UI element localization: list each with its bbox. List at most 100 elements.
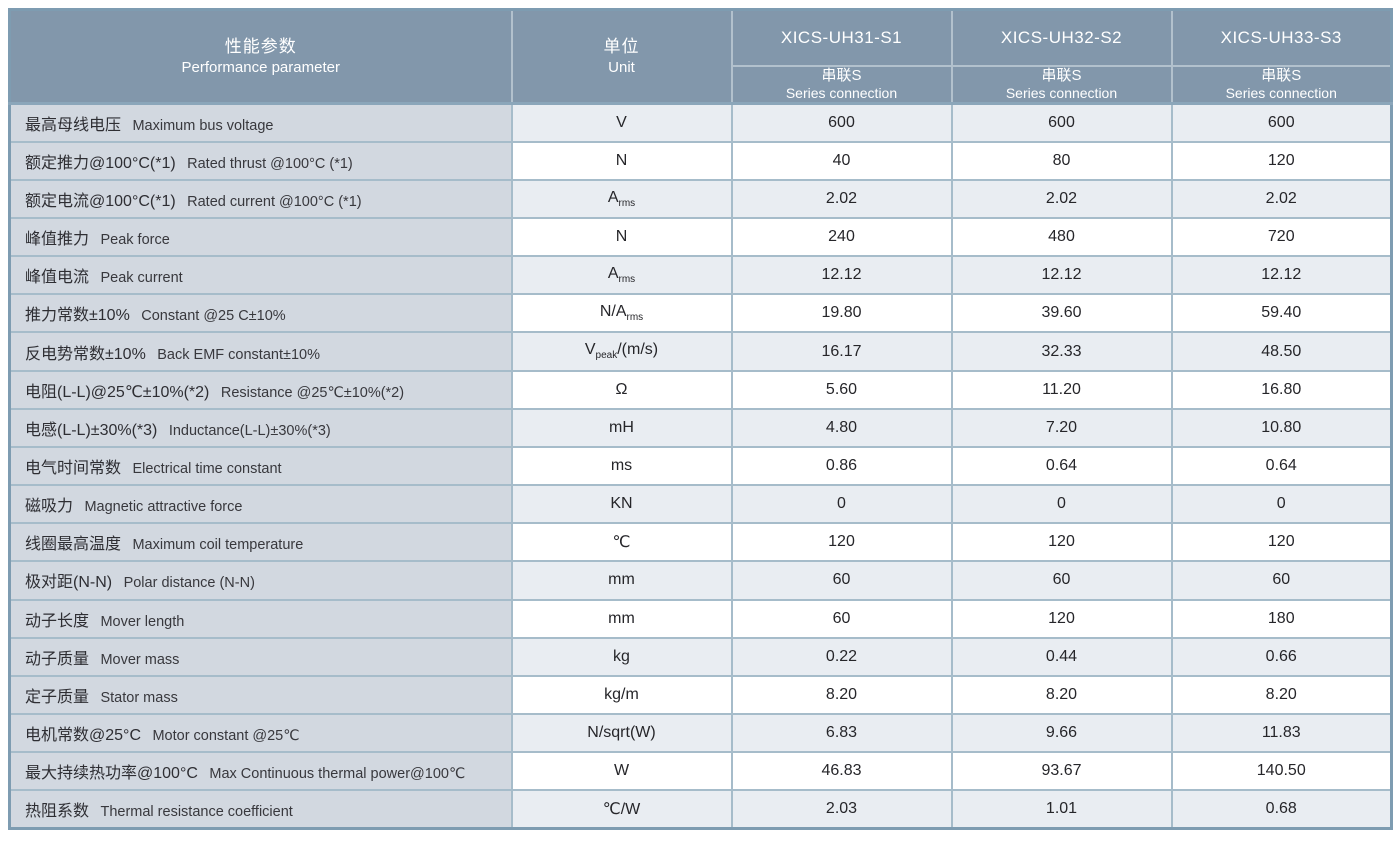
param-cell: 最大持续热功率@100°C Max Continuous thermal pow… <box>8 751 513 792</box>
series-en-3: Series connection <box>1225 85 1337 102</box>
unit-cell: V <box>510 101 733 143</box>
series-en-2: Series connection <box>1005 85 1118 102</box>
param-en-label: Constant @25 C±10% <box>141 308 286 325</box>
table-row: 定子质量 Stator mass kg/m 8.20 8.20 8.20 <box>8 674 1393 716</box>
value-cell: 10.80 <box>1170 407 1393 448</box>
param-en-label: Resistance @25℃±10%(*2) <box>220 384 405 401</box>
header-model-2: XICS-UH32-S2 <box>950 8 1173 67</box>
param-en-label: Rated thrust @100°C (*1) <box>187 155 353 172</box>
value-cell: 0.22 <box>730 636 953 677</box>
value-cell: 9.66 <box>950 712 1173 754</box>
value-cell: 0.44 <box>950 636 1173 677</box>
param-en-label: Inductance(L-L)±30%(*3) <box>168 422 331 439</box>
param-cell: 定子质量 Stator mass <box>8 674 513 716</box>
table-row: 磁吸力 Magnetic attractive force KN 0 0 0 <box>8 484 1393 525</box>
value-cell: 2.02 <box>950 178 1173 219</box>
table-row: 额定推力@100°C(*1) Rated thrust @100°C (*1) … <box>8 140 1393 181</box>
spec-table: 性能参数 Performance parameter 单位 Unit XICS-… <box>8 8 1393 830</box>
value-cell: 600 <box>1170 101 1393 143</box>
param-cell: 额定推力@100°C(*1) Rated thrust @100°C (*1) <box>8 140 513 181</box>
value-cell: 0 <box>950 484 1173 525</box>
table-row: 峰值推力 Peak force N 240 480 720 <box>8 216 1393 258</box>
header-series-3: 串联S Series connection <box>1170 64 1393 105</box>
param-zh-label: 定子质量 <box>25 688 90 706</box>
value-cell: 60 <box>1170 560 1393 601</box>
table-row: 最高母线电压 Maximum bus voltage V 600 600 600 <box>8 101 1393 143</box>
table-row: 热阻系数 Thermal resistance coefficient ℃/W … <box>8 789 1393 830</box>
value-cell: 4.80 <box>730 407 953 448</box>
param-zh-label: 最大持续热功率@100°C <box>25 765 198 783</box>
param-zh-label: 电气时间常数 <box>25 459 122 477</box>
param-en-label: Peak force <box>100 232 170 249</box>
series-zh-1: 串联S <box>821 67 862 85</box>
table-row: 额定电流@100°C(*1) Rated current @100°C (*1)… <box>8 178 1393 219</box>
value-cell: 2.02 <box>1170 178 1393 219</box>
value-cell: 11.20 <box>950 369 1173 410</box>
value-cell: 16.80 <box>1170 369 1393 410</box>
param-zh-label: 线圈最高温度 <box>25 536 122 554</box>
series-zh-2: 串联S <box>1041 67 1082 85</box>
param-en-label: Back EMF constant±10% <box>157 346 320 363</box>
param-en-label: Mover mass <box>100 651 180 668</box>
value-cell: 120 <box>1170 522 1393 563</box>
param-cell: 动子长度 Mover length <box>8 598 513 639</box>
unit-cell: ℃ <box>510 522 733 563</box>
param-zh-label: 电机常数@25°C <box>25 727 141 745</box>
spec-table-body: 最高母线电压 Maximum bus voltage V 600 600 600… <box>8 101 1393 830</box>
unit-cell: Arms <box>510 178 733 219</box>
header-model-3: XICS-UH33-S3 <box>1170 8 1393 67</box>
value-cell: 720 <box>1170 216 1393 258</box>
table-row: 电阻(L-L)@25℃±10%(*2) Resistance @25℃±10%(… <box>8 369 1393 410</box>
param-en-label: Motor constant @25℃ <box>152 728 300 745</box>
model-name-1: XICS-UH31-S1 <box>780 27 903 47</box>
param-cell: 峰值推力 Peak force <box>8 216 513 258</box>
value-cell: 8.20 <box>950 674 1173 716</box>
header-performance-parameter-zh: 性能参数 <box>224 36 297 56</box>
value-cell: 39.60 <box>950 293 1173 334</box>
value-cell: 60 <box>730 560 953 601</box>
value-cell: 32.33 <box>950 331 1173 372</box>
value-cell: 0.66 <box>1170 636 1393 677</box>
header-model-1: XICS-UH31-S1 <box>730 8 953 67</box>
param-zh-label: 磁吸力 <box>25 498 74 516</box>
table-row: 动子质量 Mover mass kg 0.22 0.44 0.66 <box>8 636 1393 677</box>
value-cell: 12.12 <box>1170 255 1393 296</box>
value-cell: 0.86 <box>730 445 953 487</box>
unit-cell: mm <box>510 598 733 639</box>
value-cell: 600 <box>950 101 1173 143</box>
param-cell: 推力常数±10% Constant @25 C±10% <box>8 293 513 334</box>
table-row: 电感(L-L)±30%(*3) Inductance(L-L)±30%(*3) … <box>8 407 1393 448</box>
param-zh-label: 最高母线电压 <box>25 116 122 134</box>
header-series-1: 串联S Series connection <box>730 64 953 105</box>
value-cell: 480 <box>950 216 1173 258</box>
param-zh-label: 热阻系数 <box>25 803 90 821</box>
param-en-label: Mover length <box>100 613 185 630</box>
param-zh-label: 极对距(N-N) <box>25 574 113 592</box>
param-cell: 反电势常数±10% Back EMF constant±10% <box>8 331 513 372</box>
table-row: 动子长度 Mover length mm 60 120 180 <box>8 598 1393 639</box>
unit-cell: mH <box>510 407 733 448</box>
unit-cell: N/sqrt(W) <box>510 712 733 754</box>
header-performance-parameter: 性能参数 Performance parameter <box>8 8 513 105</box>
param-zh-label: 额定推力@100°C(*1) <box>25 154 176 172</box>
param-cell: 动子质量 Mover mass <box>8 636 513 677</box>
value-cell: 120 <box>950 598 1173 639</box>
value-cell: 60 <box>730 598 953 639</box>
param-cell: 电气时间常数 Electrical time constant <box>8 445 513 487</box>
unit-cell: ℃/W <box>510 789 733 830</box>
param-cell: 热阻系数 Thermal resistance coefficient <box>8 789 513 830</box>
unit-cell: ms <box>510 445 733 487</box>
value-cell: 120 <box>730 522 953 563</box>
header-unit-zh: 单位 <box>603 36 640 56</box>
value-cell: 120 <box>950 522 1173 563</box>
header-series-2: 串联S Series connection <box>950 64 1173 105</box>
value-cell: 12.12 <box>730 255 953 296</box>
value-cell: 19.80 <box>730 293 953 334</box>
value-cell: 120 <box>1170 140 1393 181</box>
value-cell: 8.20 <box>1170 674 1393 716</box>
param-zh-label: 反电势常数±10% <box>25 345 146 363</box>
value-cell: 11.83 <box>1170 712 1393 754</box>
value-cell: 46.83 <box>730 751 953 792</box>
unit-cell: Ω <box>510 369 733 410</box>
value-cell: 5.60 <box>730 369 953 410</box>
